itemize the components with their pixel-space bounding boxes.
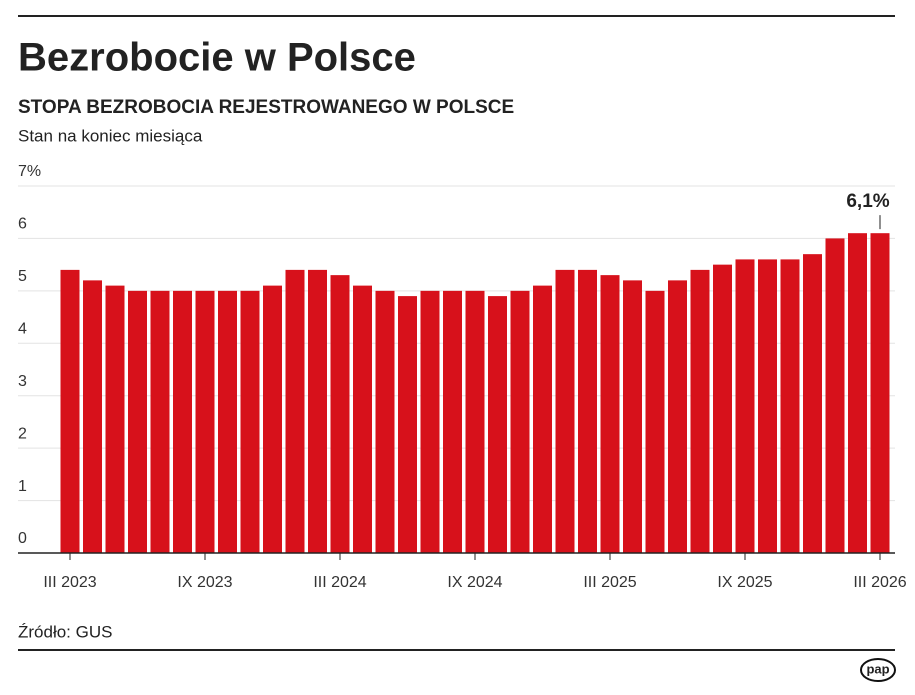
bar [870, 233, 890, 553]
bar [848, 233, 867, 553]
bar [60, 269, 80, 553]
bar [240, 290, 260, 553]
bar [533, 285, 552, 553]
bar [488, 296, 507, 553]
bar [308, 269, 327, 553]
x-tick-label: IX 2024 [447, 574, 502, 591]
bar [623, 280, 642, 553]
bar [150, 290, 170, 553]
bar [375, 290, 395, 553]
page-title: Bezrobocie w Polsce [18, 36, 416, 80]
bar [690, 269, 710, 553]
bar [578, 269, 597, 553]
bar [420, 290, 440, 553]
bar [353, 285, 372, 553]
bar [713, 264, 732, 553]
y-tick-label: 7% [18, 163, 41, 180]
bar [645, 290, 665, 553]
bar [218, 290, 237, 553]
x-tick-label: III 2025 [583, 574, 636, 591]
bar [128, 290, 147, 553]
bar [465, 290, 485, 553]
bar [825, 238, 845, 553]
y-tick-label: 1 [18, 478, 27, 495]
bar [555, 269, 575, 553]
y-tick-label: 6 [18, 216, 27, 233]
bar [668, 280, 687, 553]
bar [195, 290, 215, 553]
bar [398, 296, 417, 553]
chart-subtitle: Stan na koniec miesiąca [18, 126, 203, 145]
bar [105, 285, 125, 553]
chart-title: STOPA BEZROBOCIA REJESTROWANEGO W POLSCE [18, 97, 514, 118]
bar [803, 254, 822, 553]
bar [510, 290, 530, 553]
bar [285, 269, 305, 553]
x-tick-label: IX 2023 [177, 574, 232, 591]
x-tick-label: III 2023 [43, 574, 96, 591]
x-tick-label: III 2024 [313, 574, 366, 591]
bar [263, 285, 282, 553]
bar [173, 290, 192, 553]
x-tick-label: IX 2025 [717, 574, 772, 591]
x-tick-label: III 2026 [853, 574, 906, 591]
y-tick-label: 4 [18, 321, 27, 338]
bar [330, 275, 350, 553]
y-tick-label: 3 [18, 373, 27, 390]
y-tick-label: 5 [18, 268, 27, 285]
value-label: 6,1% [846, 191, 889, 212]
y-tick-label: 0 [18, 530, 27, 547]
logo: pap [866, 661, 889, 676]
bar [83, 280, 102, 553]
bar [600, 275, 620, 553]
bar [758, 259, 777, 553]
bar [780, 259, 800, 553]
source: Źródło: GUS [18, 622, 112, 641]
y-tick-label: 2 [18, 425, 27, 442]
bar [735, 259, 755, 553]
logo-frame [860, 658, 896, 682]
bar [443, 290, 462, 553]
